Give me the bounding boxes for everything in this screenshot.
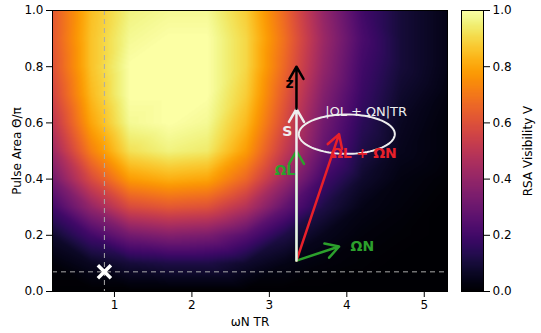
svg-text:0.2: 0.2: [24, 228, 43, 242]
svg-text:0.8: 0.8: [493, 60, 512, 74]
svg-text:5: 5: [420, 298, 428, 312]
svg-text:Pulse Area Θ/π: Pulse Area Θ/π: [10, 107, 24, 195]
svg-text:2: 2: [188, 298, 196, 312]
svg-text:|ΩL + ΩN|TR: |ΩL + ΩN|TR: [325, 104, 407, 119]
svg-text:0.0: 0.0: [493, 284, 512, 298]
svg-text:4: 4: [343, 298, 351, 312]
svg-text:z: z: [285, 75, 293, 91]
svg-text:0.8: 0.8: [24, 60, 43, 74]
svg-text:1.0: 1.0: [493, 3, 512, 17]
svg-text:ωN TR: ωN TR: [231, 315, 270, 329]
svg-text:ΩL + ΩN: ΩL + ΩN: [331, 145, 397, 161]
svg-text:0.0: 0.0: [24, 284, 43, 298]
svg-text:0.4: 0.4: [24, 172, 43, 186]
svg-text:1: 1: [111, 298, 119, 312]
svg-text:0.4: 0.4: [493, 172, 512, 186]
svg-text:S: S: [282, 123, 292, 139]
svg-text:1.0: 1.0: [24, 3, 43, 17]
svg-text:ΩL: ΩL: [274, 162, 295, 178]
svg-text:0.6: 0.6: [24, 116, 43, 130]
svg-text:0.2: 0.2: [493, 228, 512, 242]
svg-text:RSA Visibility V: RSA Visibility V: [521, 105, 535, 196]
svg-text:ΩN: ΩN: [350, 238, 374, 254]
svg-text:3: 3: [266, 298, 274, 312]
svg-text:0.6: 0.6: [493, 116, 512, 130]
